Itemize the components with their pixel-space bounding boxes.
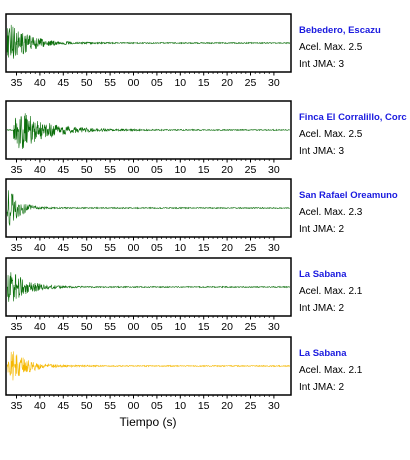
x-tick-label: 55 <box>104 242 116 254</box>
pga-value: Acel. Max. 2.3 <box>299 207 363 218</box>
x-tick-label: 05 <box>151 321 163 333</box>
x-tick-label: 55 <box>104 400 116 412</box>
x-tick-label: 55 <box>104 164 116 176</box>
x-tick-label: 45 <box>57 164 69 176</box>
x-tick-label: 25 <box>245 321 257 333</box>
waveform-trace <box>6 24 291 59</box>
seismogram-panel: 35 40 45 50 55 00 05 10 15 20 25 30 San Rafael Oream… <box>5 178 398 254</box>
pga-value: Acel. Max. 2.5 <box>299 42 363 53</box>
station-name: Bebedero, Escazu <box>299 25 381 36</box>
x-tick-label: 50 <box>81 164 93 176</box>
x-tick-label: 35 <box>11 321 23 333</box>
x-tick-label: 00 <box>128 242 140 254</box>
jma-intensity: Int JMA: 2 <box>299 303 344 314</box>
x-tick-label: 10 <box>174 77 186 89</box>
x-tick-label: 45 <box>57 321 69 333</box>
x-tick-label: 25 <box>245 77 257 89</box>
x-tick-label: 50 <box>81 77 93 89</box>
waveform-trace <box>6 351 291 381</box>
x-tick-label: 40 <box>34 321 46 333</box>
x-tick-label: 50 <box>81 321 93 333</box>
x-tick-label: 20 <box>221 77 233 89</box>
x-tick-label: 40 <box>34 164 46 176</box>
seismogram-panel: 35 40 45 50 55 00 05 10 15 20 25 30 Bebedero, Escazu… <box>5 13 381 89</box>
x-tick-label: 05 <box>151 242 163 254</box>
x-tick-label: 20 <box>221 321 233 333</box>
seismogram-panel: 35 40 45 50 55 00 05 10 15 20 25 30 La Sabana Acel. M… <box>5 257 363 333</box>
x-tick-label: 35 <box>11 77 23 89</box>
x-tick-label: 15 <box>198 321 210 333</box>
x-tick-label: 50 <box>81 242 93 254</box>
x-tick-label: 00 <box>128 400 140 412</box>
waveform-trace <box>6 272 290 302</box>
x-tick-label: 20 <box>221 242 233 254</box>
x-tick-label: 40 <box>34 400 46 412</box>
x-tick-label: 15 <box>198 164 210 176</box>
x-tick-label: 45 <box>57 77 69 89</box>
x-tick-label: 45 <box>57 400 69 412</box>
x-tick-label: 00 <box>128 77 140 89</box>
x-tick-label: 10 <box>174 164 186 176</box>
x-tick-label: 10 <box>174 321 186 333</box>
x-tick-label: 05 <box>151 77 163 89</box>
x-axis-label: Tiempo (s) <box>120 415 177 429</box>
x-tick-label: 25 <box>245 164 257 176</box>
x-tick-label: 00 <box>128 164 140 176</box>
pga-value: Acel. Max. 2.1 <box>299 365 363 376</box>
x-tick-label: 50 <box>81 400 93 412</box>
x-tick-label: 35 <box>11 164 23 176</box>
x-tick-label: 35 <box>11 400 23 412</box>
jma-intensity: Int JMA: 3 <box>299 59 344 70</box>
station-name: Finca El Corralillo, Corc <box>299 112 407 123</box>
x-tick-label: 30 <box>268 242 280 254</box>
station-name: La Sabana <box>299 348 347 359</box>
x-tick-label: 55 <box>104 77 116 89</box>
seismogram-panel: 35 40 45 50 55 00 05 10 15 20 25 30 La Sabana Acel. M… <box>5 336 363 412</box>
pga-value: Acel. Max. 2.5 <box>299 129 363 140</box>
waveform-trace <box>6 113 290 149</box>
x-tick-label: 10 <box>174 242 186 254</box>
x-tick-label: 15 <box>198 242 210 254</box>
jma-intensity: Int JMA: 2 <box>299 224 344 235</box>
x-tick-label: 00 <box>128 321 140 333</box>
x-tick-label: 05 <box>151 400 163 412</box>
x-tick-label: 35 <box>11 242 23 254</box>
x-tick-label: 20 <box>221 400 233 412</box>
station-name: San Rafael Oreamuno <box>299 190 398 201</box>
x-tick-label: 30 <box>268 400 280 412</box>
jma-intensity: Int JMA: 3 <box>299 146 344 157</box>
x-tick-label: 55 <box>104 321 116 333</box>
x-tick-label: 25 <box>245 400 257 412</box>
x-tick-label: 05 <box>151 164 163 176</box>
x-tick-label: 25 <box>245 242 257 254</box>
pga-value: Acel. Max. 2.1 <box>299 286 363 297</box>
x-tick-label: 40 <box>34 77 46 89</box>
x-tick-label: 15 <box>198 400 210 412</box>
x-tick-label: 45 <box>57 242 69 254</box>
x-tick-label: 30 <box>268 164 280 176</box>
waveform-trace <box>6 190 290 226</box>
x-tick-label: 40 <box>34 242 46 254</box>
x-tick-label: 10 <box>174 400 186 412</box>
x-tick-label: 30 <box>268 77 280 89</box>
jma-intensity: Int JMA: 2 <box>299 382 344 393</box>
seismogram-panel: 35 40 45 50 55 00 05 10 15 20 25 30 Finca El Corrali… <box>5 100 407 176</box>
station-name: La Sabana <box>299 269 347 280</box>
x-tick-label: 15 <box>198 77 210 89</box>
x-tick-label: 30 <box>268 321 280 333</box>
x-tick-label: 20 <box>221 164 233 176</box>
